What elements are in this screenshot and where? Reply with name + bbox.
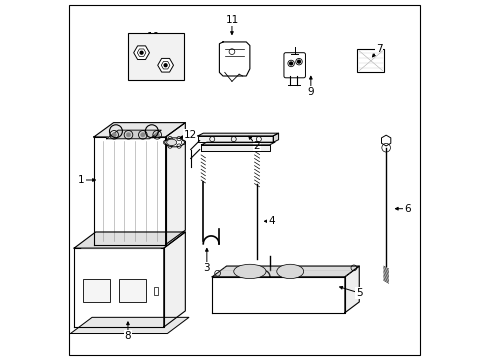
Polygon shape xyxy=(198,133,278,136)
Polygon shape xyxy=(165,123,185,244)
Circle shape xyxy=(155,133,159,137)
Ellipse shape xyxy=(233,264,265,279)
Polygon shape xyxy=(74,248,163,327)
Polygon shape xyxy=(201,145,269,151)
Text: 9: 9 xyxy=(307,87,313,97)
Text: 6: 6 xyxy=(404,204,410,214)
Polygon shape xyxy=(212,277,344,313)
Circle shape xyxy=(141,133,144,137)
Bar xyxy=(153,287,158,296)
Bar xyxy=(357,49,384,72)
Bar xyxy=(83,279,110,302)
Polygon shape xyxy=(344,266,359,313)
Text: 2: 2 xyxy=(253,141,260,151)
Polygon shape xyxy=(273,133,278,142)
FancyBboxPatch shape xyxy=(284,53,305,78)
Polygon shape xyxy=(212,266,359,277)
Polygon shape xyxy=(219,42,249,76)
Text: 7: 7 xyxy=(375,44,382,54)
Ellipse shape xyxy=(164,138,184,147)
Text: 8: 8 xyxy=(124,331,131,341)
Circle shape xyxy=(140,51,142,54)
Polygon shape xyxy=(163,232,185,327)
Bar xyxy=(128,33,183,80)
Text: 12: 12 xyxy=(183,130,197,140)
Polygon shape xyxy=(201,142,274,145)
Polygon shape xyxy=(94,137,165,244)
Polygon shape xyxy=(198,136,273,142)
Bar xyxy=(119,279,145,302)
Ellipse shape xyxy=(276,264,303,279)
Circle shape xyxy=(289,62,292,65)
Text: 4: 4 xyxy=(267,216,274,226)
Polygon shape xyxy=(94,123,185,137)
Polygon shape xyxy=(70,318,188,333)
Text: 10: 10 xyxy=(146,32,159,41)
Text: 5: 5 xyxy=(355,288,362,298)
Text: 1: 1 xyxy=(78,175,84,185)
Circle shape xyxy=(297,60,300,63)
Text: 11: 11 xyxy=(225,15,238,26)
Circle shape xyxy=(164,64,167,67)
Circle shape xyxy=(126,133,130,137)
Polygon shape xyxy=(106,130,161,139)
Text: 3: 3 xyxy=(203,263,210,273)
Circle shape xyxy=(112,133,116,137)
Ellipse shape xyxy=(166,139,176,145)
Polygon shape xyxy=(74,232,185,248)
